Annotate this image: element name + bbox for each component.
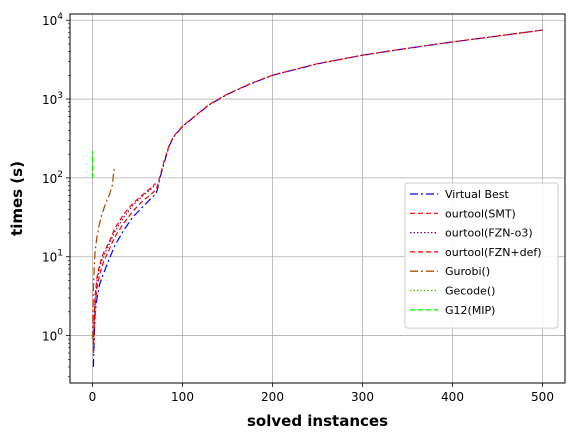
- x-tick-label: 100: [171, 390, 194, 404]
- plot-frame: [69, 13, 566, 384]
- series-line-2: [92, 184, 156, 348]
- legend: Virtual Best ourtool(SMT) ourtool(FZN-o3) o…: [404, 182, 559, 329]
- y-axis: 100 101 102 103 104: [42, 12, 70, 378]
- x-tick-label: 200: [261, 390, 284, 404]
- series-line-3: [92, 183, 156, 344]
- legend-label: Gecode(): [445, 285, 495, 298]
- legend-label: ourtool(FZN-o3): [445, 227, 533, 240]
- x-tick-label: 500: [531, 390, 554, 404]
- x-axis-title: solved instances: [247, 412, 388, 430]
- legend-box: [404, 182, 559, 329]
- y-tick-label: 102: [42, 170, 63, 186]
- x-axis: 0 100 200 300 400 500: [89, 383, 554, 404]
- x-tick-label: 400: [441, 390, 464, 404]
- series-line-4: [91, 168, 115, 340]
- legend-label: Virtual Best: [445, 188, 509, 201]
- y-axis-title: times (s): [8, 161, 26, 236]
- legend-label: Gurobi(): [445, 265, 490, 278]
- x-tick-label: 300: [351, 390, 374, 404]
- y-tick-label: 104: [42, 12, 63, 28]
- series-layer: [91, 29, 543, 367]
- legend-label: ourtool(SMT): [445, 207, 516, 220]
- y-tick-label: 103: [42, 91, 63, 107]
- x-tick-label: 0: [89, 390, 97, 404]
- y-tick-label: 101: [42, 249, 63, 265]
- y-tick-label: 100: [42, 328, 63, 344]
- series-line-1: [92, 29, 543, 354]
- legend-label: G12(MIP): [445, 304, 495, 317]
- legend-label: ourtool(FZN+def): [445, 246, 542, 259]
